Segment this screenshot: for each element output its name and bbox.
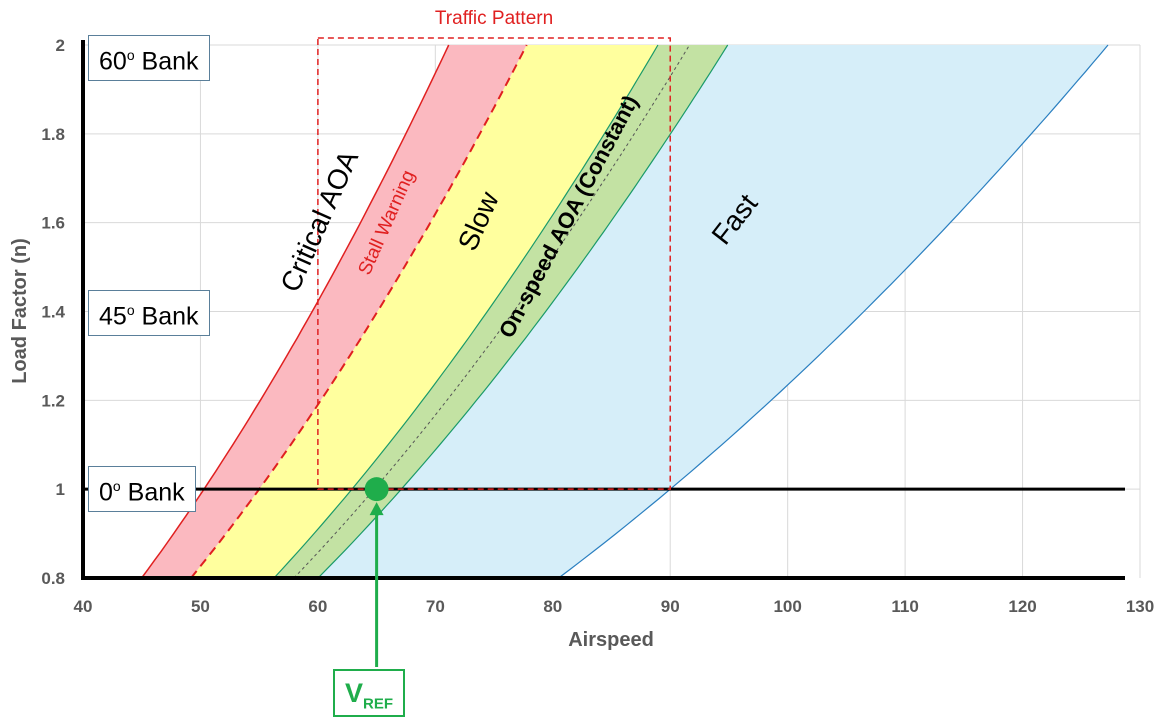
x-tick-label: 110 bbox=[891, 597, 918, 616]
overlays: Traffic Pattern bbox=[317, 8, 671, 667]
region-2 bbox=[274, 45, 728, 578]
vref-arrow-head bbox=[369, 502, 384, 516]
x-tick-label: 100 bbox=[773, 597, 801, 616]
x-axis-title: Airspeed bbox=[568, 629, 654, 651]
traffic-pattern-label: Traffic Pattern bbox=[435, 8, 553, 29]
y-tick-label: 0.8 bbox=[41, 569, 65, 588]
y-tick-label: 1 bbox=[56, 480, 65, 499]
y-tick-label: 1.8 bbox=[41, 125, 65, 144]
traffic-pattern-box bbox=[317, 37, 671, 490]
vref-point bbox=[364, 477, 389, 502]
bank-label-60: 60o Bank bbox=[88, 35, 210, 82]
on-speed-dotted-line bbox=[293, 44, 690, 579]
region-0 bbox=[141, 45, 527, 578]
vref-label: VREF bbox=[333, 669, 405, 717]
y-tick-label: 1.2 bbox=[41, 391, 65, 410]
x-tick-label: 80 bbox=[543, 597, 562, 616]
bank-label-45: 45o Bank bbox=[88, 290, 210, 337]
bank-label-0: 0o Bank bbox=[88, 466, 196, 513]
x-tick-label: 50 bbox=[191, 597, 210, 616]
y-tick-label: 1.6 bbox=[41, 214, 65, 233]
x-tick-label: 90 bbox=[661, 597, 680, 616]
regions bbox=[141, 45, 1109, 578]
region-3 bbox=[318, 45, 1109, 578]
region-1 bbox=[191, 45, 658, 578]
y-axis-title: Load Factor (n) bbox=[9, 238, 31, 384]
x-tick-label: 130 bbox=[1126, 597, 1154, 616]
x-tick-label: 120 bbox=[1008, 597, 1036, 616]
axes: 40 50 60 70 80 90 100 110 120 130 0.8 1 1.2 1.4 1.6 1.8… bbox=[9, 36, 1154, 651]
x-tick-label: 40 bbox=[74, 597, 93, 616]
x-tick-label: 60 bbox=[308, 597, 327, 616]
y-tick-label: 2 bbox=[56, 36, 65, 55]
y-tick-label: 1.4 bbox=[41, 303, 65, 322]
x-tick-label: 70 bbox=[426, 597, 445, 616]
